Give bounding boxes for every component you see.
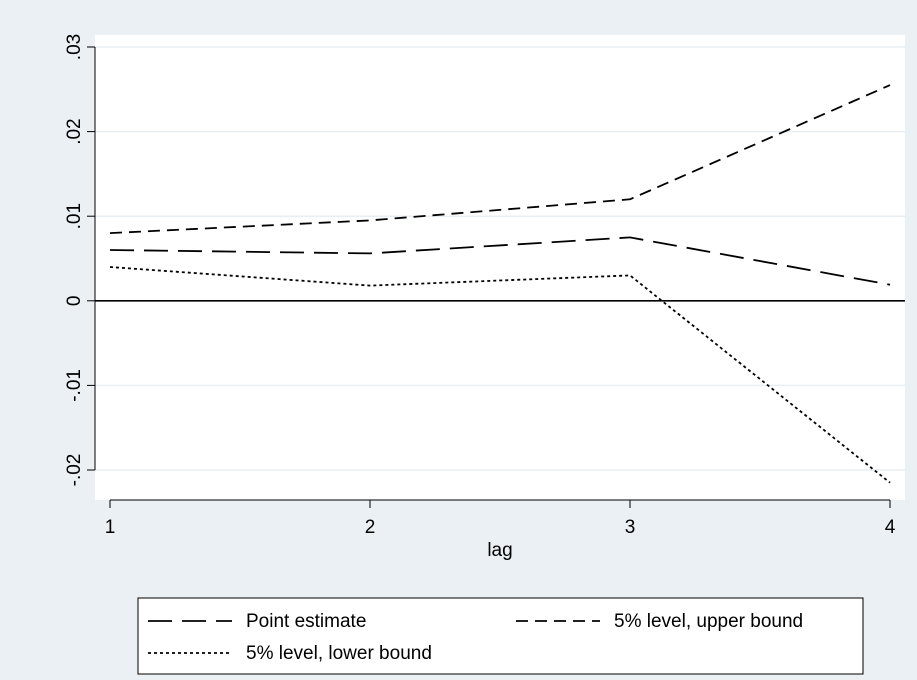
y-tick-label: .03 xyxy=(64,34,85,60)
y-tick-label: .01 xyxy=(64,203,85,229)
grid-lines xyxy=(95,46,905,471)
y-tick-label: -.02 xyxy=(64,454,85,487)
x-axis-title: lag xyxy=(487,540,512,561)
legend: Point estimate 5% level, upper bound 5% le… xyxy=(137,597,864,675)
legend-box xyxy=(137,597,864,675)
plot-area xyxy=(95,35,905,500)
y-tick-label: 0 xyxy=(64,296,85,307)
y-tick-label: .02 xyxy=(64,118,85,144)
y-tick-label: -.01 xyxy=(64,369,85,402)
series-lines xyxy=(109,84,891,484)
series-line xyxy=(109,84,891,234)
legend-entry-label: Point estimate xyxy=(246,611,366,632)
axes: -.02 -.01 0 .01 .02 .03 1 2 3 4 lag xyxy=(64,34,896,561)
series-line xyxy=(109,236,891,286)
legend-entry-label: 5% level, lower bound xyxy=(246,643,432,664)
x-tick-label: 4 xyxy=(885,517,896,538)
x-tick-label: 2 xyxy=(365,517,376,538)
x-tick-label: 1 xyxy=(105,517,116,538)
x-tick-label: 3 xyxy=(625,517,636,538)
series-line xyxy=(109,266,891,484)
legend-entry-label: 5% level, upper bound xyxy=(614,611,803,632)
